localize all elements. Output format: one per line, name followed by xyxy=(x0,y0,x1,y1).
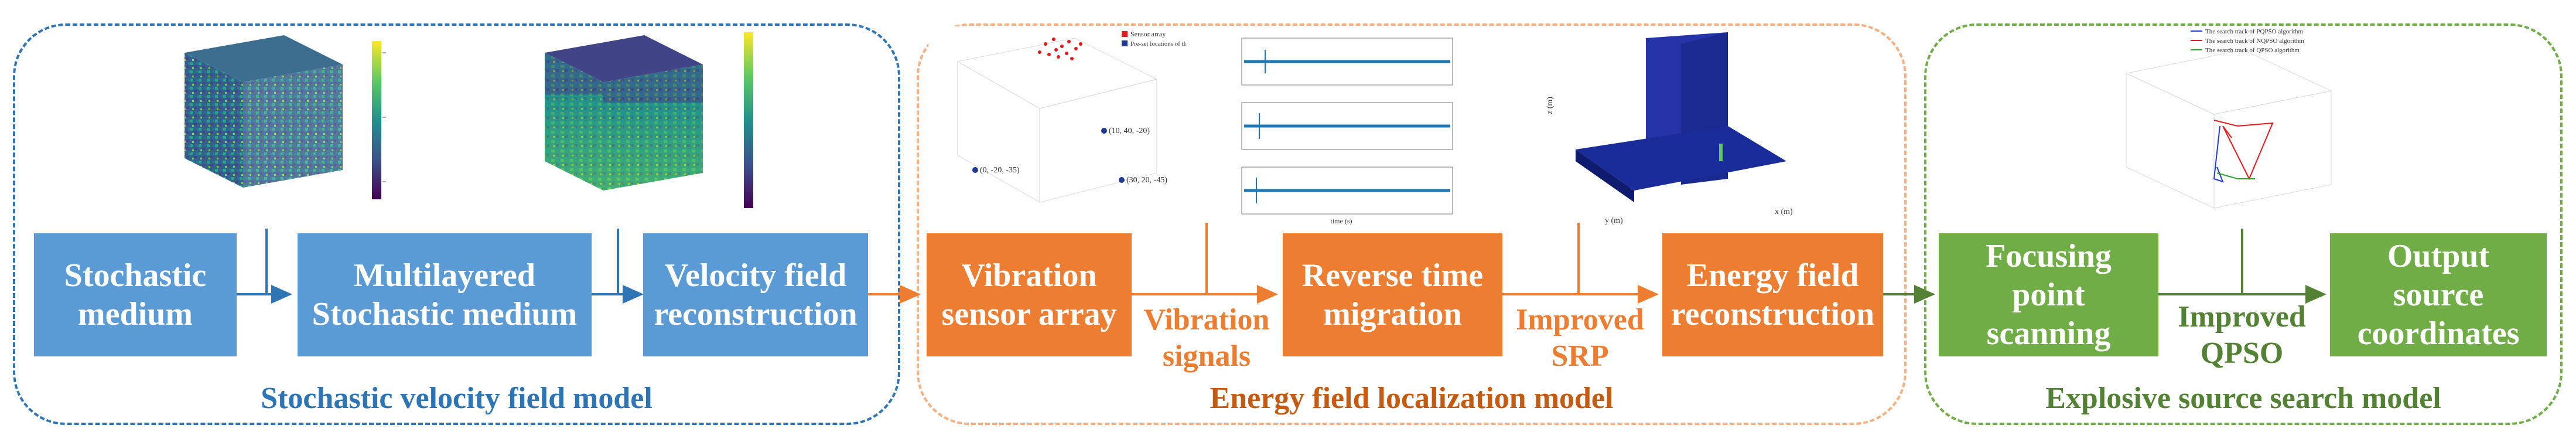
energy-xlabel: x (m) xyxy=(1775,208,1793,216)
stochastic-model-title: Stochastic velocity field model xyxy=(261,382,652,415)
track-pqpso xyxy=(2213,125,2224,183)
velocity-field-box: Velocity field reconstruction xyxy=(643,233,868,356)
stochastic-medium-thumbnail xyxy=(185,35,386,199)
energy-ylabel: y (m) xyxy=(1605,216,1623,225)
energy-field-box: Energy field reconstruction xyxy=(1662,233,1883,356)
stochastic-model-frame xyxy=(13,23,900,425)
improved-qpso-label: Improved QPSO xyxy=(2178,300,2306,370)
vibration-signals-thumbnail: time (s) xyxy=(1241,38,1453,225)
energy-zlabel: z (m) xyxy=(1546,97,1555,114)
energy-model-frame xyxy=(917,23,1907,425)
signal-xlabel: time (s) xyxy=(1331,217,1352,225)
search-legend-1: The search track of PQPSO algorithm xyxy=(2205,28,2304,35)
search-model-frame xyxy=(1924,23,2563,425)
source-label-1: (0, -20, -35) xyxy=(980,166,1020,175)
vibration-signals-label: Vibration signals xyxy=(1143,303,1270,373)
multilayered-medium-thumbnail xyxy=(545,32,753,208)
signal-panel-3 xyxy=(1241,166,1453,215)
track-qpso xyxy=(2216,172,2255,179)
signal-panel-1 xyxy=(1241,38,1453,86)
focusing-point-scanning-box: Focusing point scanning xyxy=(1939,233,2158,356)
reverse-time-migration-box: Reverse time migration xyxy=(1283,233,1502,356)
sensor-points xyxy=(1038,38,1082,60)
track-nqpso xyxy=(2213,120,2274,181)
search-legend-2: The search track of NQPSO algorithm xyxy=(2205,38,2304,45)
vibration-sensor-array-box: Vibration sensor array xyxy=(927,233,1132,356)
search-legend-3: The search track of QPSO algorithm xyxy=(2205,47,2300,54)
improved-srp-label: Improved SRP xyxy=(1516,303,1644,373)
energy-model-title: Energy field localization model xyxy=(1210,382,1614,415)
energy-field-thumbnail: z (m) y (m) x (m) xyxy=(1546,32,1793,225)
search-track-thumbnail: The search track of PQPSO algorithm The … xyxy=(2125,28,2332,209)
scatter-legend-1: Sensor array xyxy=(1130,30,1166,38)
signal-panel-2 xyxy=(1241,102,1453,150)
output-source-coordinates-box: Output source coordinates xyxy=(2330,233,2547,356)
source-label-3: (30, 20, -45) xyxy=(1126,176,1167,185)
source-label-2: (10, 40, -20) xyxy=(1109,127,1150,135)
stochastic-medium-box: Stochastic medium xyxy=(34,233,237,356)
search-model-title: Explosive source search model xyxy=(2045,382,2441,415)
source-points xyxy=(972,128,1125,183)
sensor-array-scatter-thumbnail: (0, -20, -35) (10, 40, -20) (30, 20, -45… xyxy=(928,26,1186,226)
multilayered-medium-box: Multilayered Stochastic medium xyxy=(298,233,592,356)
